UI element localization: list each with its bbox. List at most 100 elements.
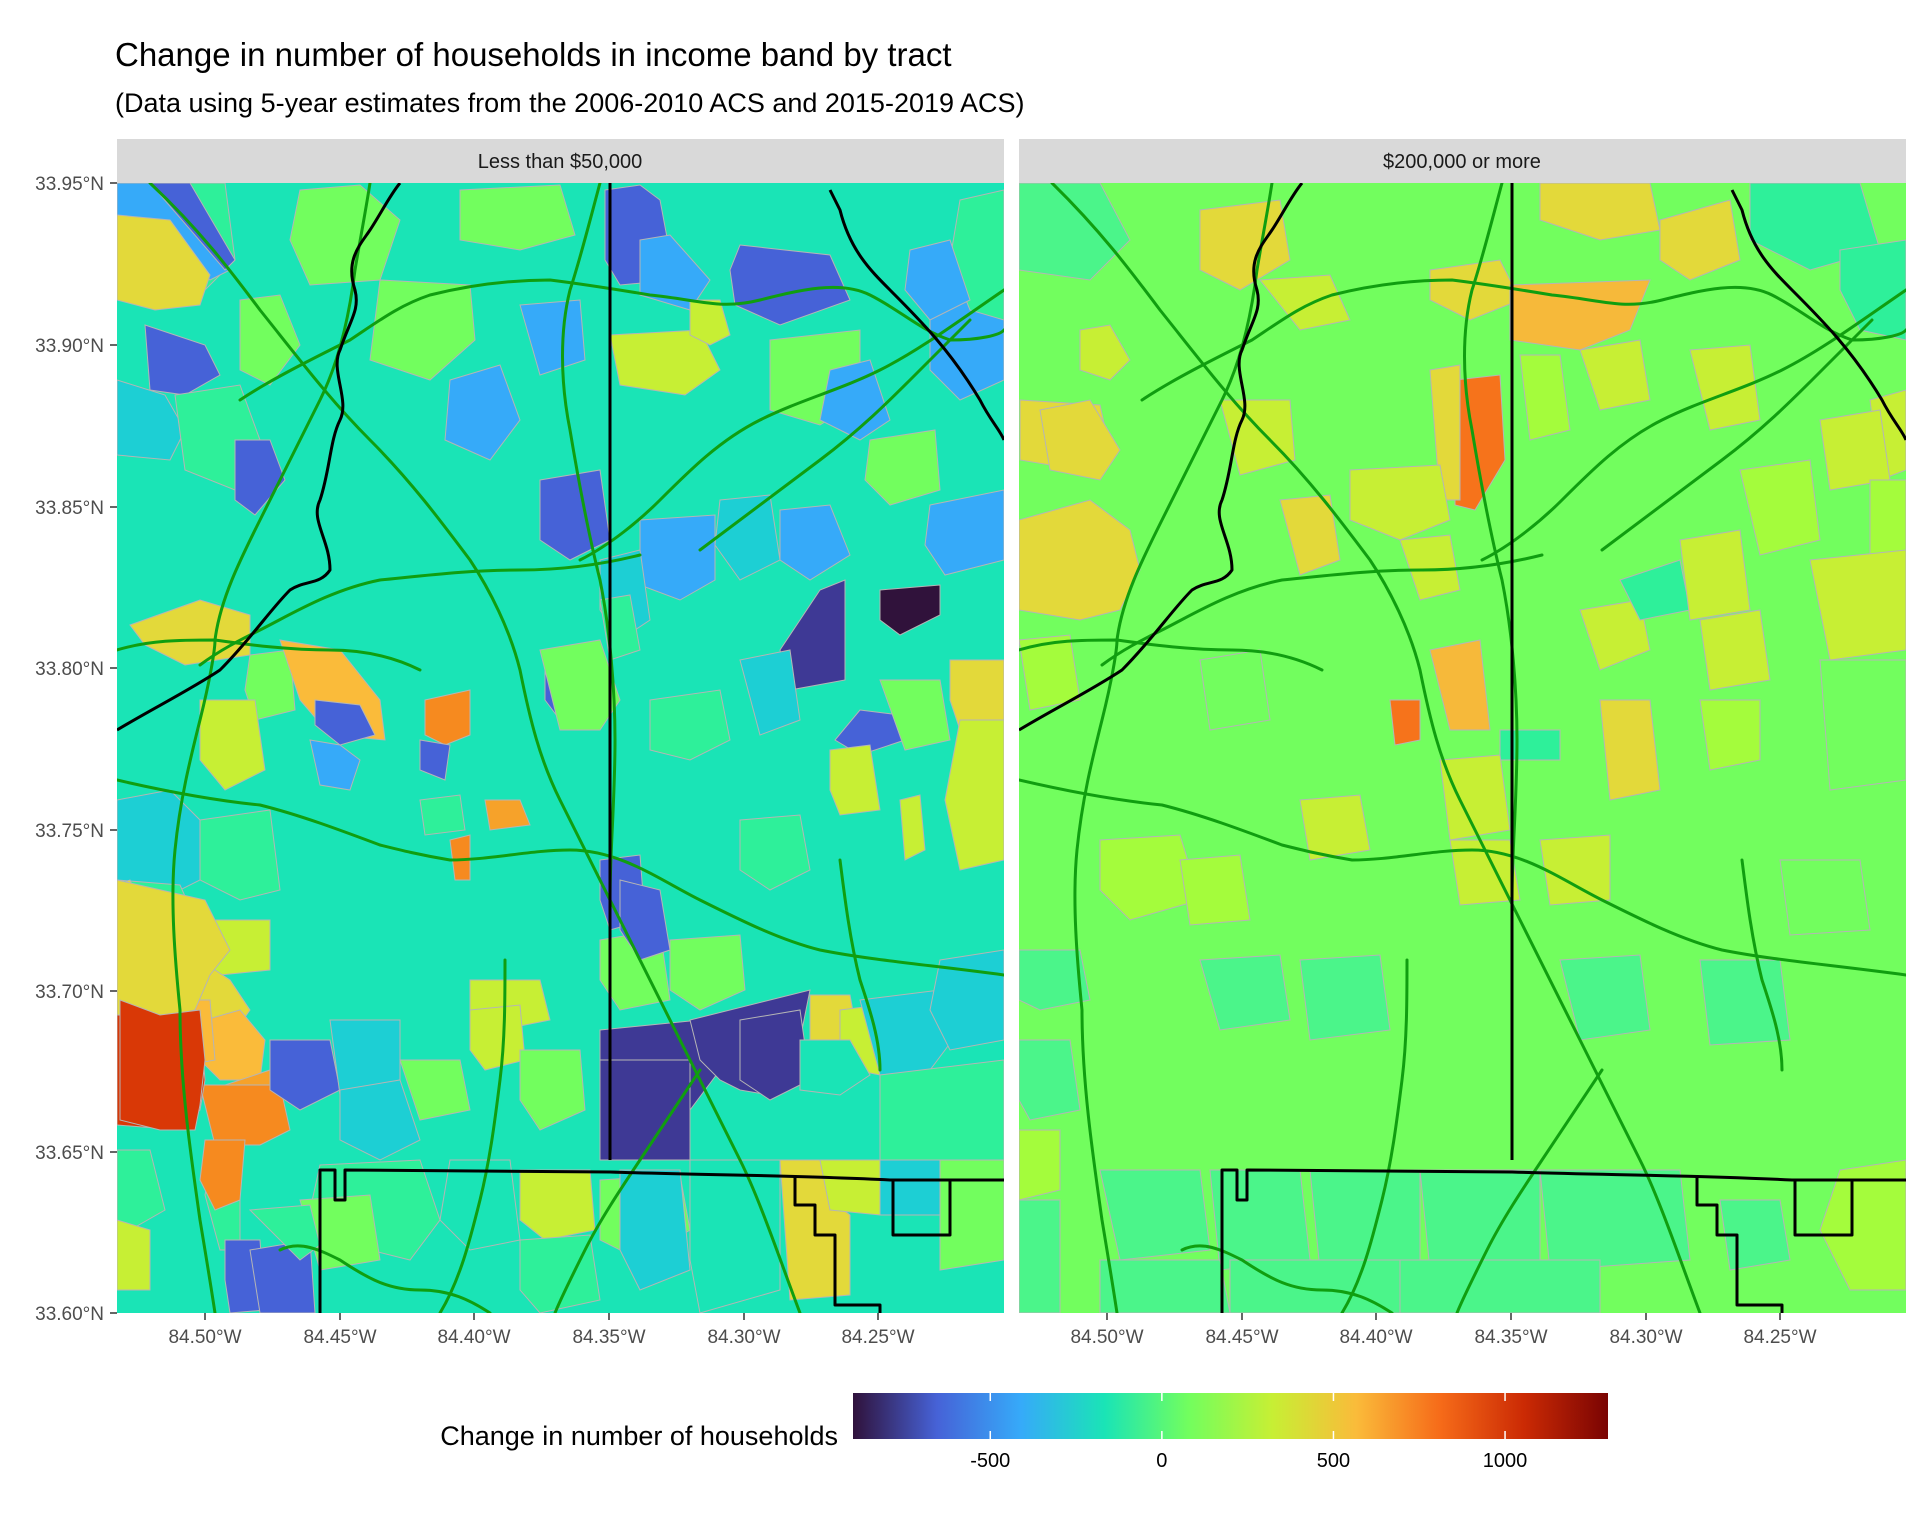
- tract: [117, 1219, 151, 1291]
- tract: [1819, 1159, 1906, 1291]
- tract: [519, 299, 586, 376]
- highway: [213, 183, 372, 642]
- tract: [519, 1169, 596, 1241]
- tract: [819, 1159, 881, 1216]
- tract: [199, 809, 281, 901]
- tract: [1429, 259, 1521, 321]
- tract: [1019, 949, 1091, 1011]
- tract: [419, 794, 466, 836]
- tract: [469, 1004, 526, 1071]
- tract: [1679, 529, 1751, 621]
- chart-title: Change in number of households in income…: [115, 36, 952, 73]
- tract: [599, 1059, 691, 1161]
- map-panel-200k-or-more: [1019, 183, 1906, 1313]
- tract: [1209, 1169, 1311, 1271]
- chart-subtitle: (Data using 5-year estimates from the 20…: [115, 88, 1025, 118]
- tract: [879, 679, 951, 751]
- tract: [484, 799, 531, 831]
- tract: [1039, 399, 1121, 481]
- tract: [1579, 599, 1651, 671]
- highway: [553, 1068, 702, 1313]
- tract: [117, 379, 186, 461]
- tract: [399, 1059, 471, 1121]
- y-tick-label: 33.95°N: [35, 174, 104, 195]
- legend: Change in number of households -500 0 500 1…: [440, 1393, 1608, 1472]
- y-tick-label: 33.65°N: [35, 1143, 104, 1164]
- tract: [924, 489, 1004, 576]
- tract: [1019, 1199, 1061, 1313]
- county-boundary: [793, 1175, 882, 1313]
- tract: [1819, 409, 1891, 491]
- tract: [879, 1059, 1004, 1161]
- tract: [1809, 549, 1906, 661]
- tract: [539, 469, 611, 561]
- county-boundary: [1793, 1178, 1906, 1237]
- tract: [639, 234, 711, 311]
- tract: [1299, 794, 1371, 861]
- tract: [1559, 954, 1651, 1041]
- highway: [838, 858, 882, 1072]
- tract: [1079, 324, 1131, 381]
- tract: [144, 324, 221, 396]
- tract: [369, 279, 476, 381]
- highway: [1019, 778, 1906, 977]
- x-tick-label: 84.35°W: [572, 1327, 645, 1348]
- tract: [1869, 479, 1906, 561]
- tract: [1099, 1259, 1231, 1313]
- legend-title: Change in number of households: [440, 1421, 838, 1451]
- tract: [119, 999, 206, 1131]
- legend-colorbar: [853, 1393, 1608, 1439]
- tract: [199, 1084, 291, 1146]
- tract: [1019, 1039, 1081, 1121]
- tract: [739, 649, 801, 736]
- tract: [239, 294, 301, 386]
- highway: [1050, 183, 1702, 1313]
- highway: [698, 318, 972, 552]
- tract: [1659, 199, 1741, 281]
- tract: [1429, 639, 1491, 731]
- tract: [1099, 834, 1201, 921]
- tract: [339, 1079, 421, 1161]
- county-boundary: [1730, 189, 1906, 441]
- x-tick-label: 84.25°W: [841, 1327, 914, 1348]
- strip-200k-or-more: [1019, 139, 1906, 183]
- tract: [117, 214, 211, 311]
- tract: [1019, 1129, 1061, 1201]
- tract: [619, 1169, 691, 1291]
- x-axis-left: 84.50°W 84.45°W 84.40°W 84.35°W 84.30°W …: [168, 1313, 915, 1348]
- tract: [1699, 699, 1761, 771]
- strip-label-less-than-50k: Less than $50,000: [478, 151, 643, 173]
- tract: [117, 1149, 166, 1231]
- tract: [1539, 834, 1611, 906]
- tract: [1779, 859, 1871, 936]
- tract: [449, 834, 471, 881]
- tract: [799, 1039, 871, 1096]
- highway: [1115, 183, 1274, 642]
- tract: [899, 794, 926, 861]
- tract: [1599, 699, 1661, 801]
- tract: [1399, 1259, 1601, 1313]
- tract: [309, 739, 361, 791]
- x-tick-label: 84.30°W: [707, 1327, 780, 1348]
- tract: [649, 689, 731, 761]
- tract: [519, 1234, 601, 1313]
- tract: [689, 1159, 781, 1313]
- strip-label-200k-or-more: $200,000 or more: [1383, 151, 1541, 173]
- y-tick-label: 33.85°N: [35, 498, 104, 519]
- tract: [689, 299, 731, 346]
- tract: [1299, 954, 1391, 1041]
- tract: [879, 1159, 941, 1216]
- y-tick-label: 33.75°N: [35, 821, 104, 842]
- tract: [904, 239, 971, 321]
- tract: [1699, 959, 1791, 1046]
- tract: [739, 1009, 811, 1101]
- tract: [879, 584, 941, 636]
- tract: [199, 699, 266, 791]
- x-tick-label: 84.40°W: [437, 1327, 510, 1348]
- legend-tick-label: 0: [1156, 1450, 1167, 1472]
- highway: [1019, 638, 1324, 672]
- tract: [199, 1139, 246, 1211]
- highway: [1340, 958, 1409, 1313]
- tract: [1499, 729, 1561, 761]
- county-boundary: [318, 1168, 1004, 1313]
